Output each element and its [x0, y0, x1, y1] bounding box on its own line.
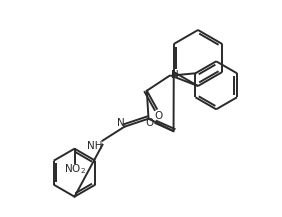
- Text: NH: NH: [87, 141, 102, 151]
- Text: O: O: [146, 118, 154, 128]
- Text: O: O: [155, 111, 163, 121]
- Text: N: N: [171, 70, 179, 80]
- Text: NO$_2$: NO$_2$: [63, 162, 85, 176]
- Text: N: N: [117, 118, 124, 128]
